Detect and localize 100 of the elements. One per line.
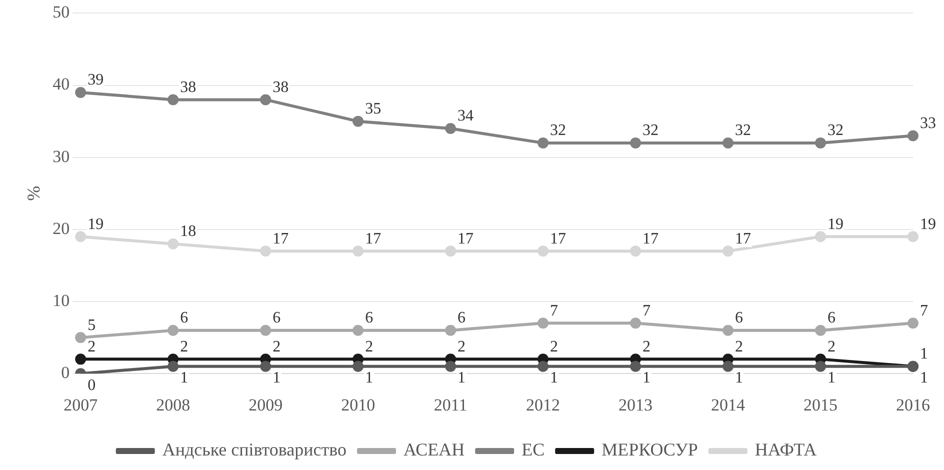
data-label: 7 bbox=[642, 302, 651, 320]
point bbox=[815, 137, 826, 148]
point bbox=[260, 324, 272, 336]
y-tick-label: 50 bbox=[52, 2, 70, 22]
point bbox=[445, 360, 456, 372]
point bbox=[630, 137, 642, 148]
data-label: 6 bbox=[272, 310, 281, 327]
point bbox=[352, 246, 364, 257]
data-label: 6 bbox=[828, 310, 836, 327]
point bbox=[722, 246, 734, 257]
point bbox=[168, 94, 179, 106]
y-tick-label: 20 bbox=[52, 218, 70, 238]
data-label: 6 bbox=[735, 310, 744, 327]
x-tick-label: 2016 bbox=[896, 395, 930, 414]
point bbox=[908, 130, 918, 142]
data-label: 32 bbox=[550, 122, 566, 140]
y-tick-label: 30 bbox=[52, 146, 70, 166]
data-label: 2 bbox=[828, 338, 836, 356]
point bbox=[722, 137, 734, 148]
data-label: 35 bbox=[365, 100, 382, 118]
data-label: 6 bbox=[180, 310, 188, 327]
data-label: 32 bbox=[735, 122, 752, 140]
point bbox=[815, 324, 826, 336]
data-label: 38 bbox=[180, 78, 196, 96]
point bbox=[260, 360, 272, 372]
y-tick-label: 40 bbox=[52, 74, 70, 94]
data-label: 1 bbox=[920, 370, 928, 387]
point bbox=[445, 123, 456, 134]
point bbox=[75, 86, 86, 98]
data-label: 18 bbox=[180, 223, 196, 240]
point bbox=[75, 231, 86, 242]
y-tick-label: 0 bbox=[61, 363, 70, 382]
data-label: 7 bbox=[920, 302, 928, 320]
data-label: 17 bbox=[458, 230, 474, 248]
data-label: 6 bbox=[458, 310, 466, 327]
data-label: 1 bbox=[365, 370, 374, 387]
point bbox=[445, 324, 456, 336]
x-tick-label: 2008 bbox=[156, 395, 190, 414]
data-label: 0 bbox=[88, 376, 96, 394]
data-label: 2 bbox=[550, 338, 558, 356]
y-axis-title: % bbox=[24, 186, 44, 201]
data-label: 2 bbox=[458, 338, 466, 356]
point bbox=[538, 318, 549, 329]
x-tick-label: 2007 bbox=[64, 395, 98, 414]
data-label: 19 bbox=[88, 216, 104, 233]
data-label: 2 bbox=[88, 338, 96, 356]
point bbox=[630, 318, 642, 329]
data-label: 19 bbox=[828, 216, 844, 233]
data-label: 34 bbox=[458, 108, 474, 125]
data-label: 2 bbox=[365, 338, 374, 356]
legend-label: АСЕАН bbox=[404, 440, 465, 460]
data-label: 5 bbox=[88, 316, 96, 334]
point bbox=[722, 324, 734, 336]
data-label: 1 bbox=[272, 370, 281, 387]
point bbox=[260, 94, 272, 106]
legend-label: НАФТА bbox=[754, 440, 817, 460]
data-label: 1 bbox=[180, 370, 188, 387]
data-label: 38 bbox=[272, 78, 289, 96]
point bbox=[908, 318, 918, 329]
x-tick-label: 2010 bbox=[341, 395, 376, 414]
point bbox=[75, 354, 86, 365]
data-label: 17 bbox=[642, 230, 659, 248]
data-label: 1 bbox=[735, 370, 744, 387]
data-label: 2 bbox=[642, 338, 651, 356]
point bbox=[260, 246, 272, 257]
point bbox=[352, 116, 364, 127]
data-label: 2 bbox=[735, 338, 744, 356]
point bbox=[815, 360, 826, 372]
data-label: 33 bbox=[920, 114, 936, 132]
point bbox=[722, 360, 734, 372]
legend-label: ЕС bbox=[522, 440, 545, 460]
y-tick-label: 10 bbox=[52, 290, 70, 310]
x-tick-label: 2015 bbox=[804, 395, 838, 414]
x-tick-label: 2012 bbox=[526, 395, 560, 414]
point bbox=[630, 360, 642, 372]
data-label: 2 bbox=[180, 338, 188, 356]
point bbox=[168, 238, 179, 250]
data-label: 19 bbox=[920, 216, 936, 233]
x-tick-label: 2013 bbox=[618, 395, 653, 414]
data-label: 1 bbox=[458, 370, 466, 387]
data-label: 32 bbox=[642, 122, 659, 140]
data-label: 1 bbox=[920, 346, 928, 363]
point bbox=[445, 246, 456, 257]
point bbox=[538, 360, 549, 372]
data-label: 2 bbox=[272, 338, 281, 356]
legend-label: Андське співтовариство bbox=[162, 440, 347, 460]
point bbox=[538, 246, 549, 257]
data-label: 17 bbox=[735, 230, 752, 248]
data-label: 1 bbox=[550, 370, 558, 387]
x-tick-label: 2009 bbox=[248, 395, 283, 414]
data-label: 6 bbox=[365, 310, 374, 327]
point bbox=[538, 137, 549, 148]
data-label: 1 bbox=[828, 370, 836, 387]
point bbox=[168, 324, 179, 336]
data-label: 17 bbox=[365, 230, 382, 248]
point bbox=[352, 324, 364, 336]
data-label: 17 bbox=[550, 230, 566, 248]
data-label: 1 bbox=[642, 370, 651, 387]
data-label: 17 bbox=[272, 230, 289, 248]
x-tick-label: 2014 bbox=[711, 395, 746, 414]
